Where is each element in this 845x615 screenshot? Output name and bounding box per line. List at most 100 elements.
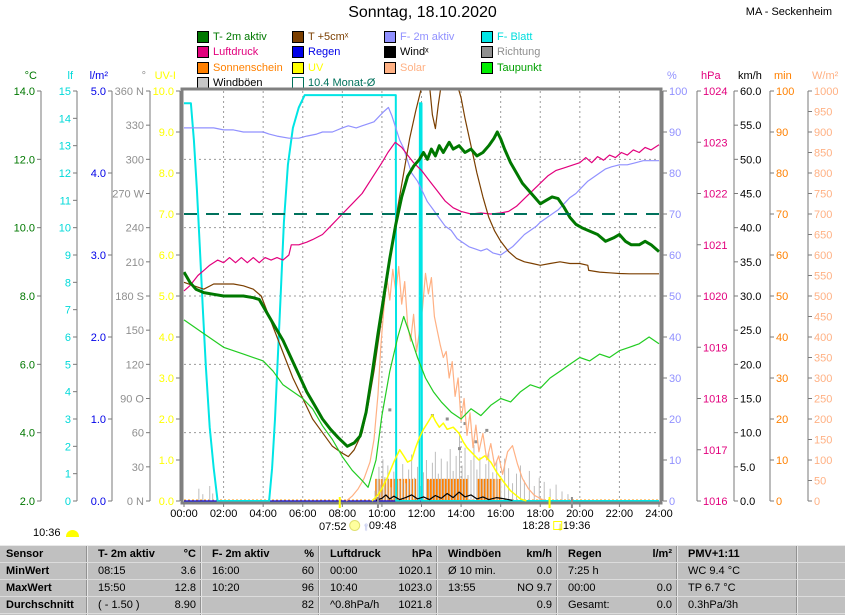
sun-set-time: 18:28 [522, 520, 563, 532]
svg-text:11: 11 [60, 195, 71, 207]
cell-label: T- 2m aktiv [98, 548, 155, 560]
svg-text:2.0: 2.0 [91, 332, 106, 344]
legend-swatch [197, 30, 209, 43]
cell-value: °C [183, 548, 196, 560]
cell-label: 7:25 h [568, 565, 599, 577]
svg-text:10: 10 [59, 223, 71, 235]
table-row: Sensor T- 2m aktiv °C F- 2m aktiv% Luftdruck… [0, 546, 845, 563]
table-cell: 82 [202, 597, 320, 613]
svg-text:1000: 1000 [814, 86, 838, 98]
table-row-header: Durchschnitt [0, 597, 88, 613]
legend-label: Regen [308, 46, 341, 59]
svg-text:0.0: 0.0 [159, 496, 174, 508]
svg-text:1.0: 1.0 [159, 455, 174, 467]
cell-value: NO 9.7 [517, 582, 552, 594]
table-cell: WC 9.4 °C [678, 563, 798, 579]
legend-label: F- Blatt [497, 30, 533, 43]
up-arrow-icon: ↑ [363, 521, 369, 533]
cell-label: Luftdruck [330, 548, 381, 560]
table-cell-empty [798, 563, 845, 579]
cell-value: 1023.0 [398, 582, 432, 594]
chart-legend: T- 2m aktiv T +5cmˣ F- 2m aktiv F- Blatt Luf… [197, 29, 601, 91]
svg-text:60: 60 [776, 250, 788, 262]
legend-label: T +5cmˣ [308, 30, 349, 43]
table-cell: 0.9 [438, 597, 558, 613]
svg-text:0.0: 0.0 [91, 496, 106, 508]
stats-table: Sensor T- 2m aktiv °C F- 2m aktiv% Luftdruck… [0, 545, 845, 615]
svg-text:50.0: 50.0 [740, 154, 761, 166]
cell-value: hPa [411, 548, 432, 560]
table-cell: Windböen km/h [438, 546, 558, 562]
sun-icon [349, 520, 361, 531]
page-title: Sonntag, 18.10.2020 [348, 4, 497, 21]
cell-label: 00:00 [330, 565, 358, 577]
legend-label: Taupunkt [497, 61, 542, 74]
cell-label: 16:00 [212, 565, 240, 577]
svg-text:2: 2 [65, 441, 71, 453]
table-cell: ^0.8hPa/h 1021.8 [320, 597, 438, 613]
svg-text:550: 550 [814, 271, 832, 283]
down-arrow-icon: ↓ [557, 521, 563, 533]
legend-swatch [384, 30, 396, 43]
legend-item: 10.4 Monat-Ø [292, 76, 384, 92]
sun-set-time-label: 18:28 [522, 520, 550, 532]
svg-text:800: 800 [814, 168, 832, 180]
svg-text:3.0: 3.0 [159, 373, 174, 385]
svg-text:5: 5 [65, 359, 71, 371]
legend-label: Sonnenschein [213, 61, 283, 74]
table-cell: 00:00 1020.1 [320, 563, 438, 579]
svg-text:4.0: 4.0 [91, 168, 106, 180]
legend-label: Windböen [213, 77, 263, 90]
svg-text:hPa: hPa [701, 70, 721, 82]
svg-text:km/h: km/h [738, 70, 762, 82]
cell-label: Windböen [448, 548, 502, 560]
svg-text:5.0: 5.0 [159, 291, 174, 303]
svg-text:90 O: 90 O [120, 394, 144, 406]
gridlines [184, 91, 659, 501]
svg-text:lf: lf [68, 70, 74, 82]
cell-value: 0.9 [536, 599, 552, 611]
svg-text:%: % [667, 70, 677, 82]
svg-text:270 W: 270 W [112, 189, 144, 201]
table-cell: F- 2m aktiv% [202, 546, 320, 562]
table-cell: Ø 10 min. 0.0 [438, 563, 558, 579]
svg-text:22:00: 22:00 [606, 508, 634, 520]
legend-item: T +5cmˣ [292, 29, 384, 45]
legend-item: Richtung [481, 45, 601, 61]
svg-text:350: 350 [814, 353, 832, 365]
series-t-2m-aktiv [183, 130, 660, 448]
series-taupunkt [183, 315, 660, 488]
axis-°C: °C 14.0 12.0 10.0 8.0 6.0 4.0 2.0 [14, 70, 42, 508]
table-cell: T- 2m aktiv °C [88, 546, 202, 562]
svg-text:6.0: 6.0 [20, 359, 35, 371]
square-icon [553, 521, 563, 530]
axis-UV-I: UV-I 10.0 9.0 8.0 7.0 6.0 5.0 4.0 3.0 2.0 1.0 0.0 [153, 70, 181, 508]
table-cell: PMV+1:11 [678, 546, 798, 562]
legend-label: 10.4 Monat-Ø [308, 77, 376, 90]
svg-text:02:00: 02:00 [210, 508, 238, 520]
table-cell: 10:20 96 [202, 580, 320, 596]
table-cell: 7:25 h [558, 563, 678, 579]
legend-item: Taupunkt [481, 60, 601, 76]
series-uv [371, 414, 527, 502]
svg-text:06:00: 06:00 [289, 508, 317, 520]
legend-swatch [481, 46, 493, 59]
svg-text:40: 40 [776, 332, 788, 344]
svg-text:1024: 1024 [703, 86, 727, 98]
table-cell: 0.3hPa/3h [678, 597, 798, 613]
cell-label: 13:55 [448, 582, 476, 594]
svg-text:450: 450 [814, 312, 832, 324]
svg-text:10.0: 10.0 [153, 86, 174, 98]
cell-value: 0.0 [656, 599, 672, 611]
svg-text:650: 650 [814, 230, 832, 242]
svg-text:240: 240 [126, 223, 144, 235]
cell-label: 0.3hPa/3h [688, 599, 739, 611]
svg-text:30.0: 30.0 [740, 291, 761, 303]
svg-text:14:00: 14:00 [447, 508, 475, 520]
legend-item: Solar [384, 60, 481, 76]
table-row: MinWert 08:15 3.6 16:00 60 00:00 1020.1 Ø 10 mi… [0, 563, 845, 580]
svg-text:9.0: 9.0 [159, 127, 174, 139]
svg-text:2.0: 2.0 [20, 496, 35, 508]
chart-svg: °C14.012.010.08.06.04.02.0lf151413121110… [14, 70, 839, 520]
